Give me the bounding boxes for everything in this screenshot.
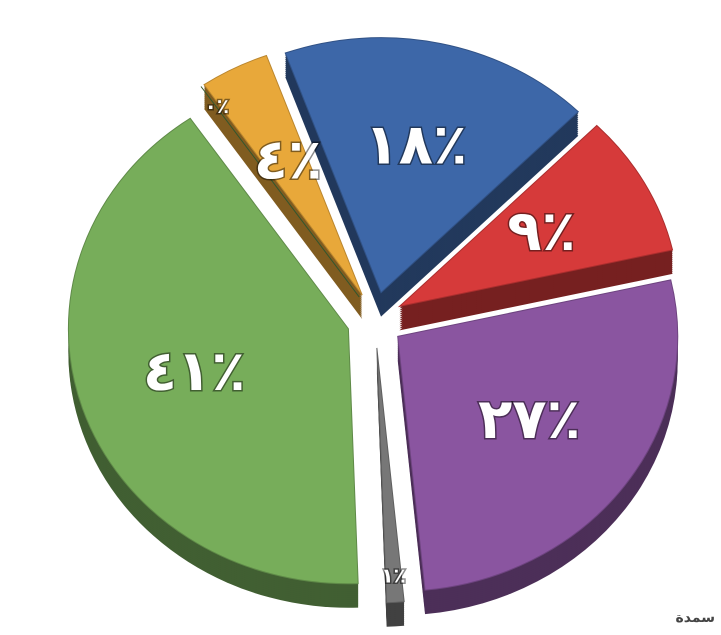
credit: سمدة xyxy=(675,610,715,626)
data-label: ١٪ xyxy=(381,563,405,587)
slice-side xyxy=(200,108,360,319)
slice xyxy=(397,279,679,591)
slice xyxy=(203,54,363,296)
data-label: ١٨٪ xyxy=(365,112,468,177)
data-label: ٩٪ xyxy=(507,199,575,264)
slice xyxy=(67,117,359,585)
slice-side xyxy=(200,110,360,321)
slice xyxy=(284,37,580,294)
data-label: ٤٪ xyxy=(254,128,322,193)
data-label: ٠٪ xyxy=(205,94,229,118)
data-label: ٢٧٪ xyxy=(478,387,581,452)
slice xyxy=(397,124,674,308)
slice-side xyxy=(200,106,360,317)
slice xyxy=(376,347,405,604)
data-label: ٤١٪ xyxy=(143,339,246,404)
